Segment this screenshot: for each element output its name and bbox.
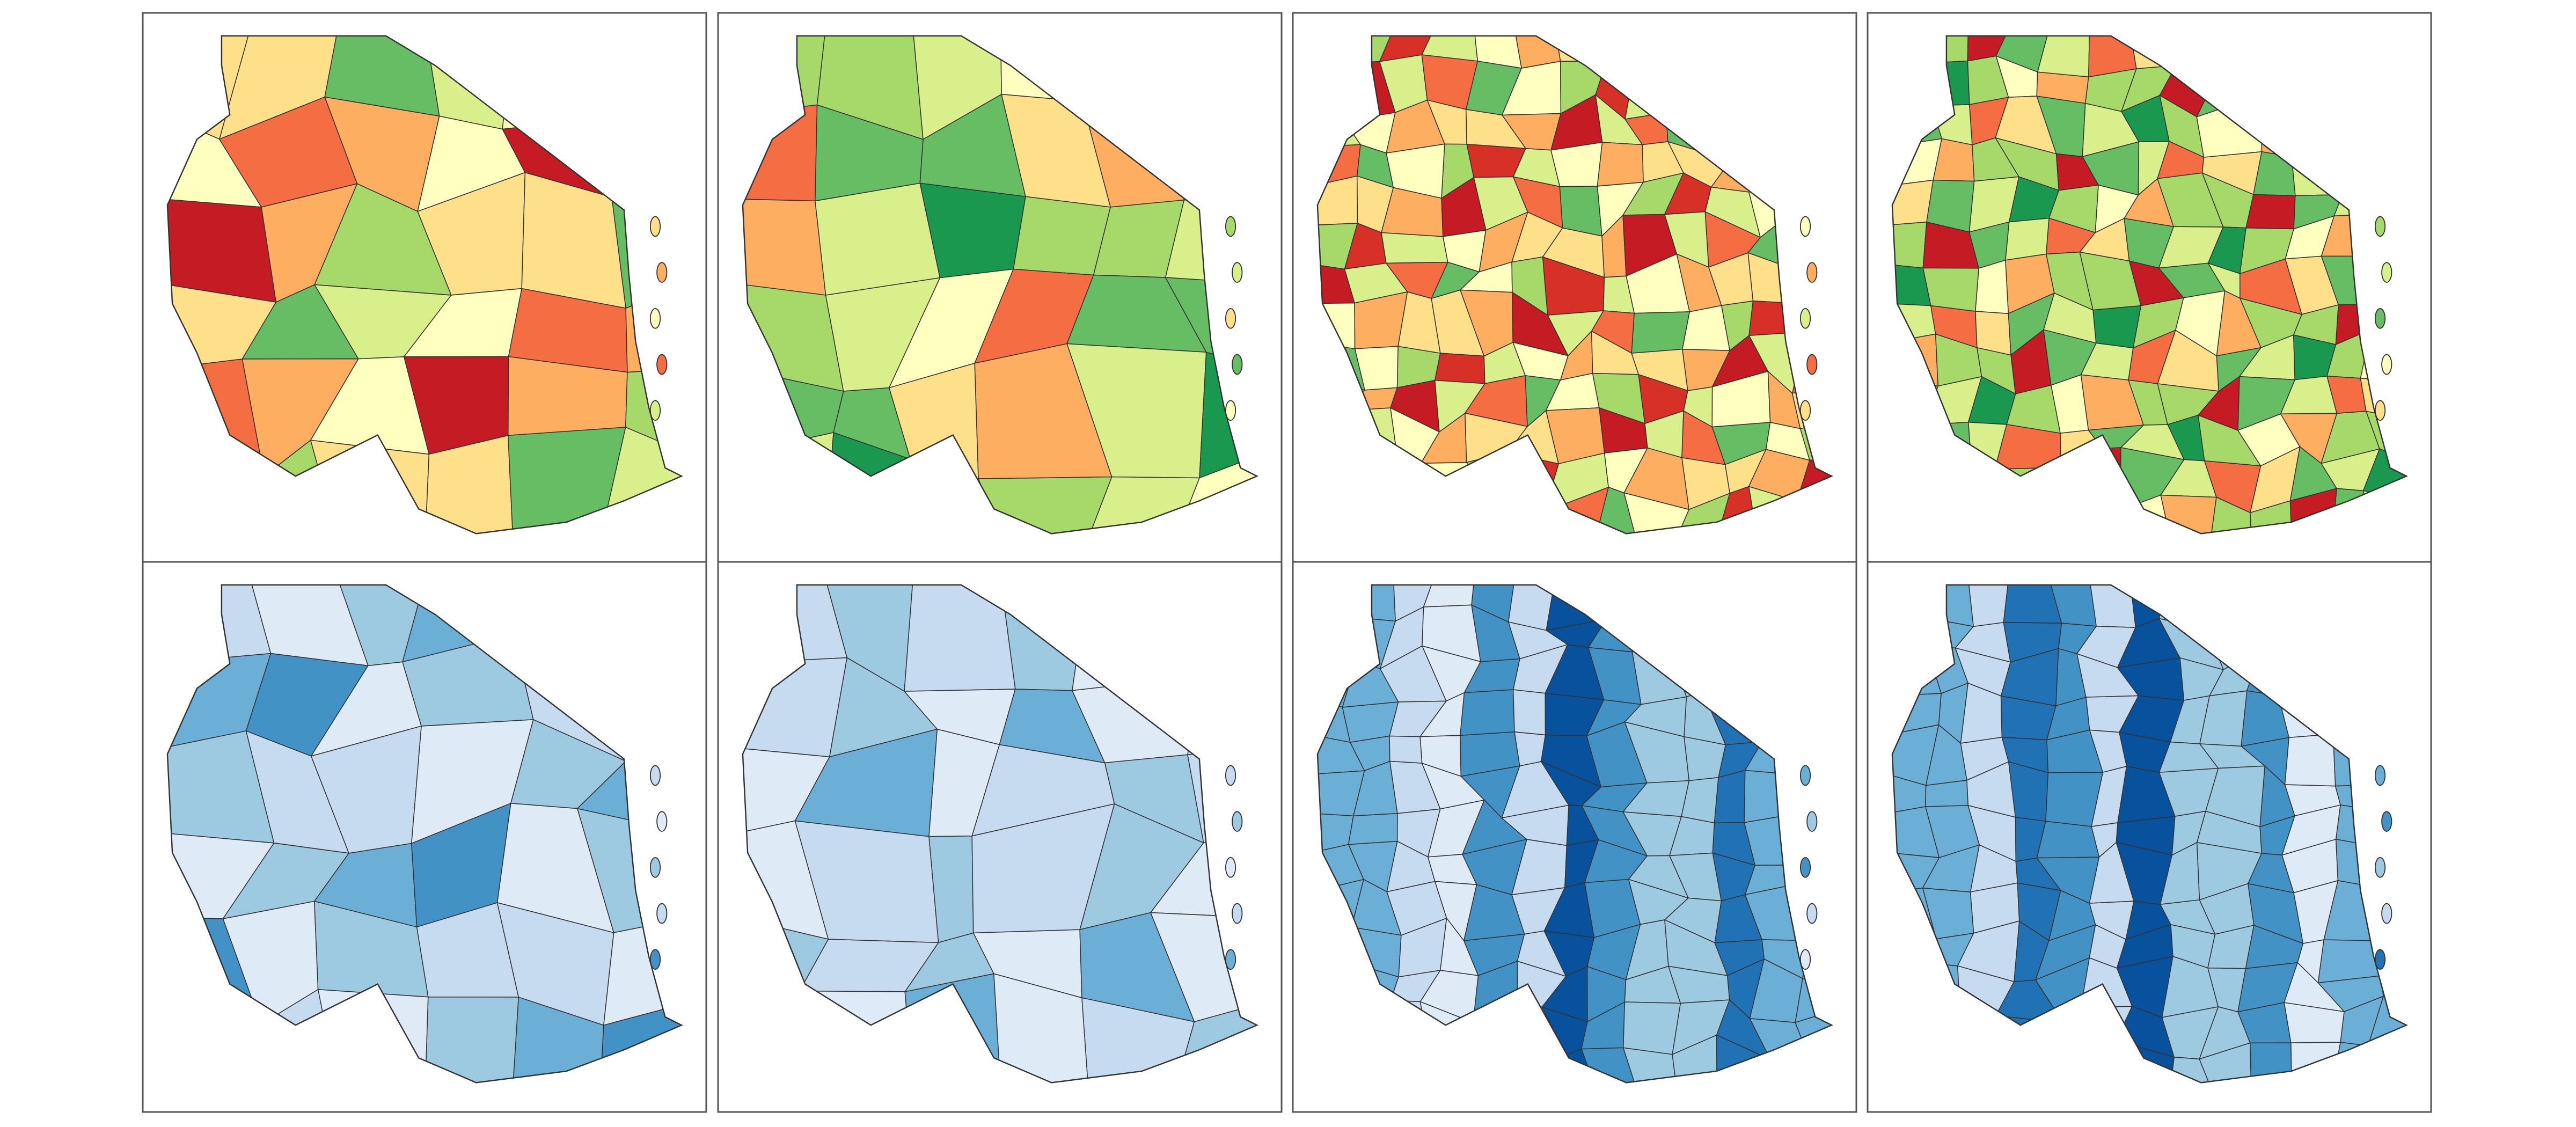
island (656, 262, 668, 283)
region (2005, 217, 2050, 261)
region (2008, 761, 2049, 822)
region (1597, 142, 1644, 187)
island (649, 857, 661, 878)
region (2036, 821, 2100, 859)
island (649, 308, 661, 329)
region (425, 435, 514, 534)
island (1806, 811, 1818, 832)
island (2374, 857, 2386, 878)
island (649, 400, 661, 421)
country-outline (166, 35, 683, 535)
country-outline (1891, 584, 2408, 1084)
region (2245, 194, 2296, 230)
region (1013, 196, 1111, 276)
island (2374, 765, 2386, 786)
island (2374, 216, 2386, 237)
island (1799, 216, 1811, 237)
island (1232, 903, 1243, 924)
island (1225, 857, 1236, 878)
region (1631, 311, 1690, 354)
region (1967, 584, 2009, 627)
island (2374, 400, 2386, 421)
island (1232, 354, 1243, 375)
region (1348, 813, 1398, 845)
region (2092, 305, 2142, 349)
country-outline (1891, 35, 2408, 535)
island (1225, 308, 1236, 329)
island (1232, 811, 1243, 832)
region (1460, 689, 1515, 736)
island (1225, 400, 1236, 421)
island (649, 216, 661, 237)
island (1232, 262, 1243, 283)
region (2199, 1042, 2252, 1083)
island (1225, 216, 1236, 237)
island (2381, 903, 2392, 924)
island (1806, 903, 1818, 924)
region (993, 973, 1089, 1083)
region (1974, 259, 2009, 314)
island (1225, 765, 1236, 786)
island (2374, 949, 2386, 970)
country-outline (166, 584, 683, 1084)
region (1714, 770, 1746, 824)
region (1514, 731, 1546, 767)
region (815, 182, 941, 296)
island (649, 949, 661, 970)
island (2381, 262, 2392, 283)
island (1799, 400, 1811, 421)
island (649, 765, 661, 786)
region (1622, 1001, 1681, 1055)
country-outline (742, 35, 1258, 535)
country-outline (1316, 584, 1833, 1084)
region (1922, 267, 1980, 312)
country-outline (1316, 35, 1833, 535)
region (425, 996, 519, 1083)
region (1434, 353, 1485, 384)
island (1799, 949, 1811, 970)
island (1799, 308, 1811, 329)
island (2381, 354, 2392, 375)
island (2381, 811, 2392, 832)
region (512, 997, 604, 1083)
island (656, 811, 668, 832)
island (2374, 308, 2386, 329)
island (1806, 354, 1818, 375)
island (656, 354, 668, 375)
region (1512, 689, 1546, 736)
island (1225, 949, 1236, 970)
island (656, 903, 668, 924)
country-outline (742, 584, 1258, 1084)
island (1799, 765, 1811, 786)
region (1550, 142, 1603, 187)
island (1799, 857, 1811, 878)
region (1389, 735, 1423, 764)
region (742, 199, 826, 296)
island (1806, 262, 1818, 283)
region (1381, 232, 1448, 264)
